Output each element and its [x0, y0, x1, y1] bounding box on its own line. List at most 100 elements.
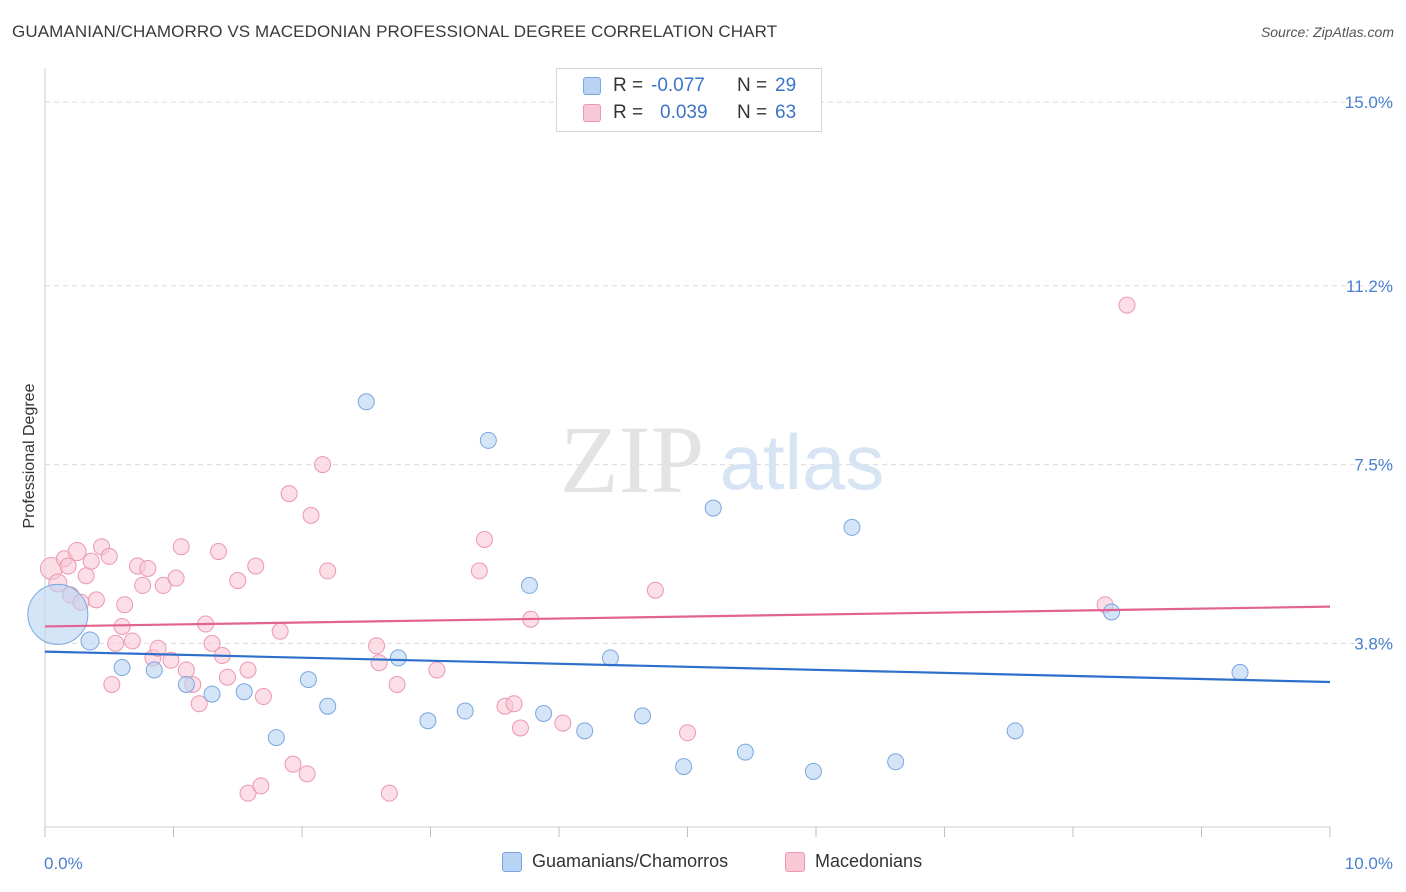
data-point-macedonians	[162, 651, 180, 669]
data-point-guamanians	[27, 583, 89, 645]
legend-row-guamanians: R = -0.077 N = 29	[583, 74, 796, 98]
data-point-macedonians	[298, 765, 316, 783]
data-point-macedonians	[254, 688, 272, 706]
legend-swatch-blue	[583, 77, 601, 95]
data-point-macedonians	[134, 576, 152, 594]
data-point-guamanians	[419, 712, 437, 730]
data-point-macedonians	[271, 622, 289, 640]
data-point-guamanians	[389, 649, 407, 667]
data-point-macedonians	[190, 695, 208, 713]
legend-n-value: 63	[775, 102, 797, 123]
data-point-macedonians	[302, 506, 320, 524]
data-point-guamanians	[601, 649, 619, 667]
axes	[44, 68, 1331, 837]
trend-line-macedonians	[44, 605, 1331, 628]
series-legend: Guamanians/Chamorros Macedonians	[0, 851, 1406, 877]
data-point-guamanians	[319, 697, 337, 715]
y-tick-labels: 3.8% 7.5% 11.2% 15.0%	[1345, 93, 1393, 653]
trend-line-guamanians	[44, 650, 1331, 684]
data-point-guamanians	[1103, 603, 1121, 621]
legend-n-label: N =	[737, 102, 768, 123]
data-point-macedonians	[679, 724, 696, 742]
y-axis-title: Professional Degree	[21, 383, 38, 528]
watermark: ZIP atlas	[560, 406, 884, 513]
data-point-macedonians	[239, 784, 257, 802]
legend-n-value: 29	[775, 75, 797, 96]
grid-lines	[45, 101, 1395, 644]
data-point-guamanians	[634, 707, 652, 725]
data-point-guamanians	[80, 631, 100, 651]
data-point-macedonians	[67, 542, 87, 562]
data-point-macedonians	[229, 572, 247, 590]
data-point-guamanians	[267, 729, 285, 747]
data-point-guamanians	[357, 393, 375, 411]
data-point-macedonians	[428, 661, 446, 679]
data-point-guamanians	[479, 431, 497, 449]
legend-label: Guamanians/Chamorros	[532, 851, 729, 871]
data-point-macedonians	[139, 559, 157, 577]
legend-item-guamanians: Guamanians/Chamorros	[502, 851, 728, 872]
data-point-macedonians	[554, 714, 572, 732]
data-point-guamanians	[804, 762, 822, 780]
data-point-macedonians	[475, 530, 493, 548]
data-point-macedonians	[280, 485, 298, 503]
data-point-guamanians	[235, 683, 253, 701]
data-point-macedonians	[177, 661, 195, 679]
legend-r-value: 0.039	[660, 102, 708, 123]
data-point-macedonians	[107, 634, 125, 652]
x-tick-label: 0.0%	[44, 854, 83, 873]
y-tick-label: 11.2%	[1346, 277, 1393, 296]
data-point-macedonians	[370, 654, 388, 672]
trend-lines	[44, 605, 1331, 684]
data-point-guamanians	[299, 671, 317, 689]
data-point-guamanians	[675, 758, 693, 776]
data-point-macedonians	[100, 547, 118, 565]
data-point-guamanians	[520, 576, 538, 594]
data-point-guamanians	[113, 659, 131, 677]
data-point-macedonians	[1118, 296, 1136, 314]
data-point-macedonians	[203, 634, 221, 652]
data-point-macedonians	[218, 668, 236, 686]
data-point-macedonians	[319, 562, 337, 580]
data-point-guamanians	[736, 743, 754, 761]
legend-swatch-pink	[785, 851, 805, 872]
y-tick-label: 3.8%	[1354, 634, 1393, 653]
data-point-guamanians	[1231, 663, 1249, 681]
data-point-macedonians	[388, 675, 406, 693]
data-point-guamanians	[1006, 722, 1024, 740]
data-point-macedonians	[113, 617, 131, 635]
data-point-macedonians	[103, 675, 121, 693]
data-point-macedonians	[172, 538, 190, 556]
legend-r-label: R =	[613, 75, 644, 96]
x-tick-label: 10.0%	[1345, 854, 1393, 873]
data-point-macedonians	[154, 576, 172, 594]
legend-row-macedonians: R = 0.039 N = 63	[583, 101, 796, 125]
data-point-macedonians	[284, 755, 302, 773]
data-point-macedonians	[252, 777, 270, 795]
x-tick-labels: 0.0% 10.0%	[44, 854, 1393, 873]
series-guamanians-points	[27, 393, 1249, 780]
data-point-macedonians	[239, 661, 257, 679]
data-point-guamanians	[887, 753, 905, 771]
data-point-guamanians	[843, 518, 861, 536]
data-point-macedonians	[82, 552, 100, 570]
data-point-macedonians	[87, 591, 105, 609]
data-point-macedonians	[209, 543, 227, 561]
legend-swatch-blue	[502, 851, 522, 872]
data-point-guamanians	[145, 661, 163, 679]
watermark-zip: ZIP	[560, 406, 704, 513]
data-point-guamanians	[203, 685, 221, 703]
data-point-macedonians	[380, 784, 398, 802]
legend-r-label: R =	[613, 102, 644, 123]
data-point-guamanians	[576, 722, 594, 740]
y-tick-label: 15.0%	[1345, 93, 1393, 112]
legend-r-value: -0.077	[651, 75, 705, 96]
data-point-macedonians	[646, 581, 664, 599]
legend-item-macedonians: Macedonians	[785, 851, 922, 872]
data-point-macedonians	[247, 557, 265, 575]
data-point-macedonians	[149, 639, 167, 657]
y-tick-label: 7.5%	[1354, 456, 1393, 475]
data-point-macedonians	[116, 596, 134, 614]
data-point-macedonians	[123, 632, 141, 650]
data-point-guamanians	[535, 704, 553, 722]
